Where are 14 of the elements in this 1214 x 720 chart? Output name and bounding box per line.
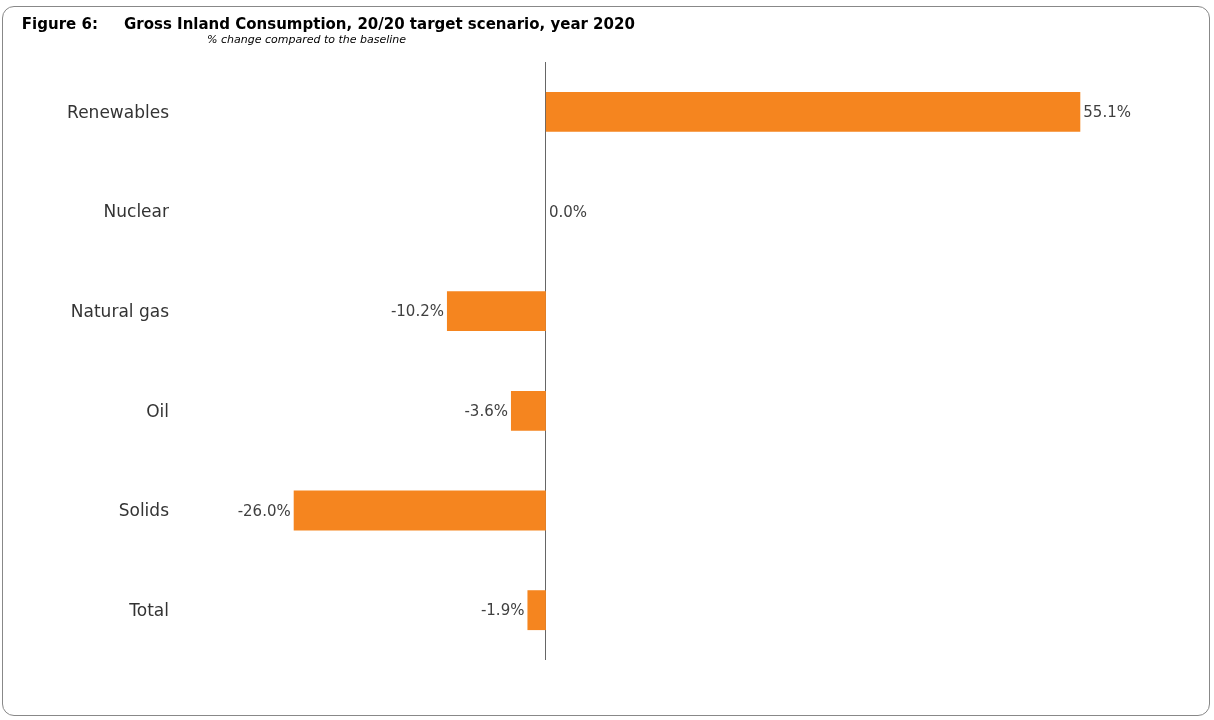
y-tick-label: Renewables bbox=[67, 101, 170, 122]
data-label: -10.2% bbox=[390, 302, 444, 321]
y-tick-label: Solids bbox=[118, 500, 170, 521]
chart-title: Figure 6: Gross Inland Consumption, 20/20 target scenario, year 2020 bbox=[21, 14, 635, 33]
y-tick-label: Total bbox=[128, 600, 169, 621]
chart-subtitle: % change compared to the baseline bbox=[207, 33, 407, 46]
data-label: -1.9% bbox=[480, 601, 525, 620]
data-label: 0.0% bbox=[548, 202, 587, 221]
y-tick-label: Nuclear bbox=[103, 201, 169, 222]
y-tick-label: Natural gas bbox=[70, 301, 170, 322]
data-label: 55.1% bbox=[1083, 102, 1131, 121]
data-label: -3.6% bbox=[464, 401, 508, 420]
data-label: -26.0% bbox=[237, 501, 291, 520]
y-tick-label: Oil bbox=[146, 400, 169, 421]
